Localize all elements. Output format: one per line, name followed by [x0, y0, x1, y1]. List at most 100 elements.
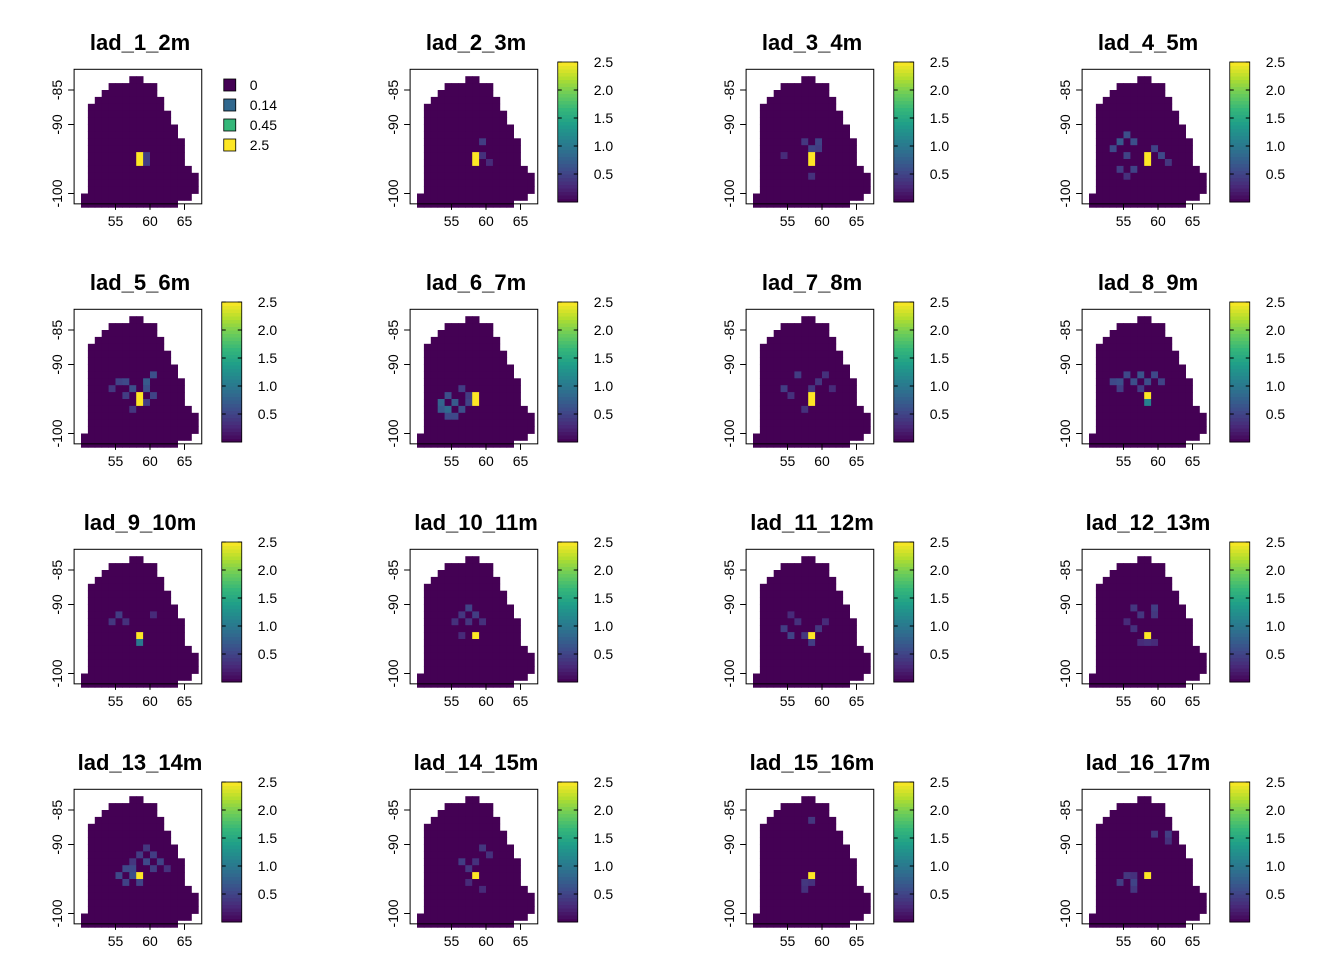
raster-cell: [184, 645, 192, 654]
raster-cell: [87, 659, 96, 667]
colorbar-step: [557, 333, 578, 338]
raster-cell: [129, 350, 137, 358]
raster-cell: [472, 625, 480, 633]
raster-cell: [1151, 83, 1159, 91]
colorbar-label: 0.5: [930, 406, 950, 422]
raster-cell: [1185, 618, 1193, 626]
raster-cell: [451, 131, 459, 139]
raster-cell: [513, 172, 521, 181]
colorbar-step: [893, 577, 914, 581]
raster-cell: [1185, 426, 1193, 434]
raster-cell: [849, 392, 857, 400]
raster-cell: [1171, 179, 1180, 187]
colorbar-step: [1229, 894, 1250, 898]
raster-cell: [1123, 823, 1131, 832]
raster-cell: [150, 576, 158, 585]
raster-cell: [444, 816, 452, 825]
raster-cell: [794, 666, 802, 674]
raster-cell: [94, 165, 103, 174]
raster-cell: [143, 810, 151, 818]
raster-cell: [1095, 426, 1104, 434]
raster-cell: [1144, 336, 1152, 345]
raster-cell: [1151, 186, 1159, 194]
raster-cell: [815, 385, 823, 393]
raster-cell: [1130, 618, 1138, 626]
raster-cell: [1144, 364, 1152, 372]
raster-cell: [163, 872, 172, 880]
raster-cell: [184, 652, 192, 661]
raster-cell: [759, 625, 768, 633]
raster-cell: [828, 117, 837, 125]
raster-cell: [1171, 385, 1180, 393]
raster-cell: [486, 816, 494, 825]
raster-cell: [1178, 851, 1186, 859]
raster-cell: [835, 673, 844, 681]
raster-cell: [101, 570, 109, 578]
raster-cell: [773, 837, 781, 845]
raster-cell: [1137, 364, 1145, 372]
raster-cell: [499, 193, 508, 201]
raster-cell: [842, 165, 850, 174]
raster-cell: [1102, 103, 1111, 112]
raster-cell: [492, 426, 501, 434]
raster-cell: [1192, 659, 1200, 667]
raster-cell: [101, 426, 109, 434]
raster-cell: [437, 611, 445, 619]
colorbar-step: [221, 827, 242, 832]
raster-cell: [1185, 145, 1193, 153]
raster-cell: [108, 885, 116, 894]
raster-cell: [156, 892, 165, 901]
raster-cell: [822, 604, 830, 612]
raster-cell: [780, 399, 788, 407]
colorbar-step: [557, 65, 578, 70]
raster-cell: [815, 645, 823, 654]
colorbar-step: [557, 573, 578, 578]
raster-cell: [828, 343, 837, 352]
raster-cell: [108, 872, 116, 880]
plot-frame: [73, 68, 203, 205]
raster-cell: [136, 666, 144, 674]
raster-cell: [479, 412, 487, 421]
raster-cell: [444, 865, 452, 873]
raster-cell: [108, 576, 116, 585]
colorbar-step: [557, 657, 578, 662]
raster-cell: [1116, 590, 1124, 598]
raster-cell: [492, 858, 501, 866]
raster-cell: [492, 865, 501, 873]
colorbar-step: [893, 608, 914, 613]
colorbar-step: [893, 83, 914, 87]
raster-cell: [444, 810, 452, 818]
colorbar-step: [893, 615, 914, 620]
raster-cell: [170, 399, 178, 407]
raster-cell: [437, 399, 445, 407]
colorbar-step: [221, 619, 242, 623]
raster-cell: [780, 645, 788, 654]
raster-cell: [1178, 844, 1186, 852]
raster-cell: [773, 357, 781, 365]
colorbar-step: [893, 79, 914, 84]
raster-cell: [773, 858, 781, 866]
raster-cell: [835, 858, 844, 866]
raster-cell: [1116, 597, 1124, 605]
raster-cell: [794, 632, 802, 640]
raster-cell: [766, 872, 775, 880]
raster-cell: [780, 172, 788, 181]
raster-cell: [444, 872, 452, 880]
colorbar-label: 1.0: [594, 858, 614, 874]
raster-cell: [1130, 632, 1138, 640]
raster-cell: [794, 576, 802, 585]
raster-cell: [1130, 117, 1138, 125]
raster-cell: [486, 117, 494, 125]
raster-cell: [753, 673, 761, 681]
raster-cell: [129, 810, 137, 818]
raster-cell: [773, 604, 781, 612]
raster-cell: [1095, 371, 1104, 379]
raster-cell: [115, 570, 123, 578]
raster-cell: [780, 405, 788, 414]
raster-cell: [458, 433, 466, 441]
raster-cell: [150, 145, 158, 153]
raster-cell: [808, 145, 816, 153]
raster-cell: [1130, 186, 1138, 194]
raster-cell: [835, 913, 844, 921]
raster-cell: [1171, 645, 1180, 654]
